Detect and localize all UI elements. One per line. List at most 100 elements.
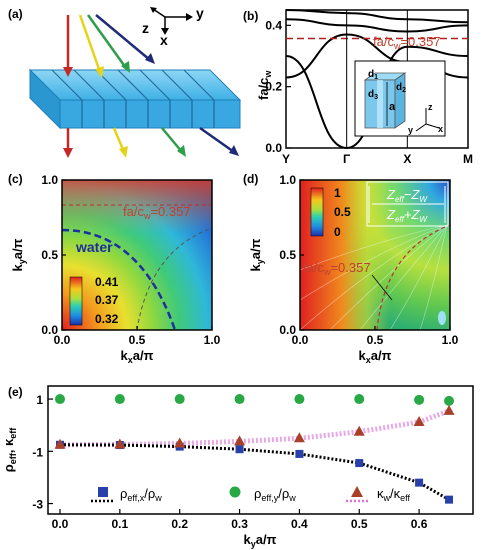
rho-x-point (295, 449, 304, 458)
rho-x-point (445, 495, 454, 504)
rho-x-point (415, 478, 424, 487)
scatter-x-tick-label: 0.6 (411, 517, 428, 531)
water-label: water (75, 239, 113, 255)
colorbar-c-tick-top: 0.41 (95, 275, 119, 289)
band-ylabel: fa/cw (256, 70, 273, 100)
iso-frequency-contour-c (136, 227, 212, 330)
band-x-tick-label: Y (282, 152, 290, 166)
panel-c: (c) fa/cw=0.357 water 0.41 0.37 0.32 0.0… (8, 172, 221, 365)
svg-text:x: x (438, 124, 443, 134)
legend-label-kappa: κw/κeff (377, 486, 410, 503)
panel-e-label: (e) (8, 385, 23, 399)
legend-label-rho-y: ρeff,y/ρw (254, 486, 296, 503)
scatter-curves (59, 408, 450, 501)
heatmap-d-xlabel: kxa/π (358, 348, 391, 365)
heatmap-x-tick-label: 1.0 (442, 333, 459, 347)
heatmap-y-tick-label: 1.0 (41, 173, 58, 187)
scatter-marks (54, 394, 455, 504)
band-y-tick-label: 0.0 (265, 141, 282, 155)
svg-text:Zeff−ZW: Zeff−ZW (386, 187, 428, 204)
svg-text:a: a (389, 101, 396, 113)
kappa-point (443, 404, 455, 415)
scatter-y-tick-label: 1 (36, 393, 43, 407)
water-contour (62, 228, 177, 330)
svg-text:Zeff+ZW: Zeff+ZW (386, 207, 428, 224)
band-y-tick-label: 0.2 (265, 80, 282, 94)
kappa-point (353, 425, 365, 436)
heatmap-c-ticks: 0.0 0.5 1.0 0.0 0.5 1.0 (41, 173, 220, 347)
heatmap-x-tick-label: 1.0 (204, 333, 221, 347)
scatter-xlabel: kya/π (243, 532, 276, 549)
axis-x-label: x (160, 32, 168, 48)
colorbar-c-tick-mid: 0.37 (95, 293, 119, 307)
band-x-tick-label: Γ (343, 152, 351, 166)
scatter-x-tick-label: 0.0 (52, 517, 69, 531)
rho-y-point (114, 394, 125, 405)
scatter-legend: ρeff,x/ρw ρeff,y/ρw κw/κeff (91, 486, 410, 503)
rho-x-point (355, 459, 364, 468)
panel-a: (a) z y x (8, 5, 242, 158)
heatmap-y-tick-label: 0.0 (279, 323, 296, 337)
rho-y-point (174, 394, 185, 405)
scatter-y-tick-label: -1 (32, 445, 43, 459)
rho-y-point (444, 395, 455, 406)
heatmap-y-tick-label: 0.5 (279, 248, 296, 262)
axis-y-label: y (196, 5, 204, 21)
colorbar-d-tick-mid: 0.5 (334, 205, 351, 219)
svg-text:z: z (428, 102, 433, 112)
scatter-x-tick-label: 0.2 (171, 517, 188, 531)
heatmap-x-tick-label: 0.5 (367, 333, 384, 347)
rho-y-point (55, 394, 65, 405)
kappa-point (114, 438, 126, 449)
band-y-ticks: 0.0 0.2 0.4 (265, 18, 291, 155)
colorbar-c-tick-bottom: 0.32 (95, 312, 119, 326)
heatmap-c-annotation: fa/cw=0.357 (123, 204, 191, 221)
band-y-tick-label: 0.4 (265, 18, 282, 32)
kappa-point (174, 437, 186, 448)
heatmap-d-ticks: 0.0 0.5 1.0 0.0 0.5 1.0 (279, 173, 458, 347)
panel-b-label: (b) (243, 9, 258, 23)
scatter-x-tick-label: 0.4 (291, 517, 308, 531)
rho-y-point (414, 394, 425, 405)
scatter-x-tick-label: 0.1 (112, 517, 129, 531)
heatmap-y-tick-label: 1.0 (279, 173, 296, 187)
heatmap-x-tick-label: 0.0 (292, 333, 309, 347)
kappa-point (413, 416, 425, 427)
scatter-x-tick-label: 0.5 (351, 517, 368, 531)
series-curve (59, 443, 450, 501)
heatmap-c-ylabel: kya/π (10, 238, 27, 271)
unit-cell-inset: d1 d2 d3 a z y x (354, 60, 446, 137)
kappa-point (234, 435, 246, 446)
plate (28, 68, 242, 130)
panel-a-label: (a) (8, 7, 23, 21)
colorbar-c (69, 276, 83, 326)
scatter-x-tick-label: 0.3 (231, 517, 248, 531)
band-annotation: fa/cw=0.357 (373, 34, 441, 51)
heatmap-c-xlabel: kxa/π (120, 348, 153, 365)
heatmap-d-ylabel: kya/π (248, 238, 265, 271)
svg-text:d3: d3 (368, 89, 378, 101)
rho-y-point (354, 394, 365, 405)
legend-label-rho-x: ρeff,x/ρw (120, 486, 162, 503)
panel-e: (e) 0.0 0.1 0.2 0.3 0.4 0.5 0.6 -3 -1 1 ρeff,x/ρw… (1, 385, 474, 549)
colorbar-d-tick-bottom: 0 (334, 225, 341, 239)
wave-arrows (63, 14, 239, 158)
svg-text:y: y (408, 125, 413, 135)
scatter-ylabel: ρeff, κeff (1, 427, 18, 473)
heatmap-y-tick-label: 0.0 (41, 323, 58, 337)
scatter-y-tick-label: -3 (32, 498, 43, 512)
kappa-point (54, 438, 66, 449)
legend-marker-kappa (351, 486, 363, 497)
panel-d: (d) 1 0.5 0 Zeff−ZW (243, 172, 459, 365)
svg-text:d2: d2 (396, 82, 406, 94)
band-line (285, 18, 469, 33)
impedance-formula: Zeff−ZW Zeff+ZW (366, 181, 449, 227)
iso-frequency-contour-d (376, 224, 450, 330)
legend-marker-rho-y (229, 486, 241, 498)
colorbar-d-tick-top: 1 (334, 186, 341, 200)
panel-c-label: (c) (8, 172, 23, 186)
rho-x-point (235, 445, 244, 454)
heatmap-x-tick-label: 0.0 (54, 333, 71, 347)
